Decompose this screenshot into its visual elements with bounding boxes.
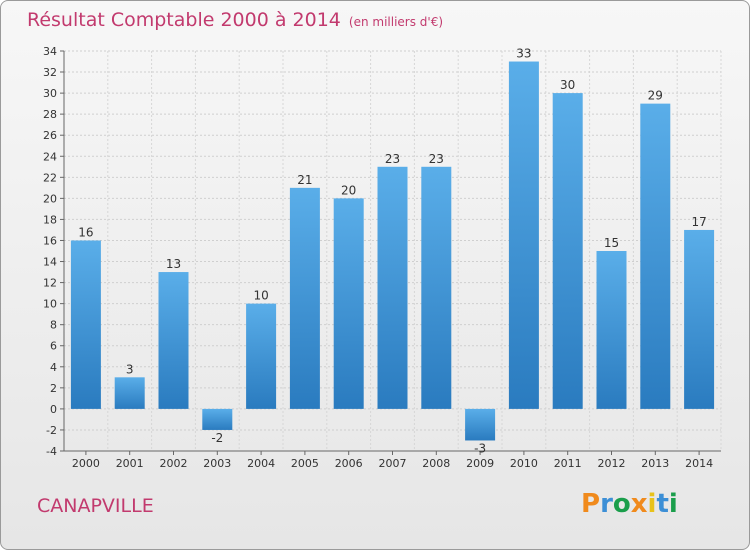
y-tick-label: 32	[43, 66, 57, 79]
y-tick-label: 14	[43, 256, 57, 269]
bar	[202, 408, 233, 430]
bar	[289, 187, 320, 409]
y-tick-label: 20	[43, 192, 57, 205]
logo-letter: x	[630, 489, 648, 519]
logo-letter: i	[647, 489, 657, 519]
bar	[552, 93, 583, 409]
title-text: Résultat Comptable 2000 à 2014	[27, 9, 341, 31]
y-tick-label: 0	[50, 403, 57, 416]
bar	[158, 272, 189, 409]
logo-letter: P	[581, 489, 601, 519]
x-tick-label: 2002	[160, 457, 188, 470]
data-label: 33	[516, 47, 531, 61]
y-tick-label: 24	[43, 150, 57, 163]
data-label: 21	[297, 173, 312, 187]
x-tick-label: 2006	[335, 457, 363, 470]
data-label: 10	[253, 289, 268, 303]
x-tick-label: 2008	[422, 457, 450, 470]
y-tick-label: 12	[43, 277, 57, 290]
data-label: 29	[648, 89, 663, 103]
x-tick-label: 2009	[466, 457, 494, 470]
data-label: 23	[429, 152, 444, 166]
x-tick-label: 2013	[641, 457, 669, 470]
data-label: 16	[78, 225, 93, 239]
y-tick-label: -2	[46, 424, 57, 437]
x-tick-label: 2000	[72, 457, 100, 470]
bar	[508, 61, 539, 409]
data-label: -2	[211, 431, 223, 445]
y-tick-label: 34	[43, 45, 57, 58]
data-label: -3	[474, 441, 486, 455]
y-tick-label: 22	[43, 171, 57, 184]
y-tick-label: 28	[43, 108, 57, 121]
y-tick-label: 26	[43, 129, 57, 142]
y-tick-label: 16	[43, 234, 57, 247]
bar	[684, 229, 715, 409]
bars	[70, 61, 715, 441]
data-label: 17	[691, 215, 706, 229]
commune-name: CANAPVILLE	[37, 495, 154, 517]
logo-letter: t	[656, 489, 669, 519]
data-label: 20	[341, 183, 356, 197]
y-tick-label: 30	[43, 87, 57, 100]
x-tick-label: 2011	[554, 457, 582, 470]
data-labels: 16 3 13 -2 10 21 20 23 23 -3 33 30 15 29 17	[78, 47, 706, 456]
y-tick-label: 2	[50, 382, 57, 395]
bar	[114, 377, 145, 409]
x-tick-label: 2010	[510, 457, 538, 470]
proxiti-logo[interactable]: Proxiti	[581, 489, 678, 519]
y-tick-label: 10	[43, 298, 57, 311]
data-label: 13	[166, 257, 181, 271]
x-tick-label: 2004	[247, 457, 275, 470]
data-label: 3	[126, 362, 134, 376]
x-tick-label: 2001	[116, 457, 144, 470]
x-tick-label: 2012	[598, 457, 626, 470]
y-tick-label: 4	[50, 361, 57, 374]
bar	[246, 303, 277, 409]
bar	[377, 166, 408, 409]
data-label: 30	[560, 78, 575, 92]
bar	[333, 198, 364, 409]
logo-letter: r	[600, 489, 613, 519]
x-tick-label: 2007	[379, 457, 407, 470]
x-tick-label: 2014	[685, 457, 713, 470]
y-tick-label: 6	[50, 340, 57, 353]
bar	[70, 240, 101, 409]
x-tick-label: 2003	[203, 457, 231, 470]
logo-letter: i	[668, 489, 678, 519]
data-label: 15	[604, 236, 619, 250]
x-tick-label: 2005	[291, 457, 319, 470]
y-tick-label: 18	[43, 213, 57, 226]
y-tick-label: -4	[46, 445, 57, 458]
chart-title: Résultat Comptable 2000 à 2014 (en millie…	[27, 9, 443, 31]
y-tick-label: 8	[50, 319, 57, 332]
bar	[465, 408, 496, 441]
bar	[640, 103, 671, 409]
logo-letter: o	[612, 489, 631, 519]
bar	[596, 251, 627, 409]
chart-subtitle: (en milliers d'€)	[348, 15, 444, 29]
bar	[421, 166, 452, 409]
data-label: 23	[385, 152, 400, 166]
